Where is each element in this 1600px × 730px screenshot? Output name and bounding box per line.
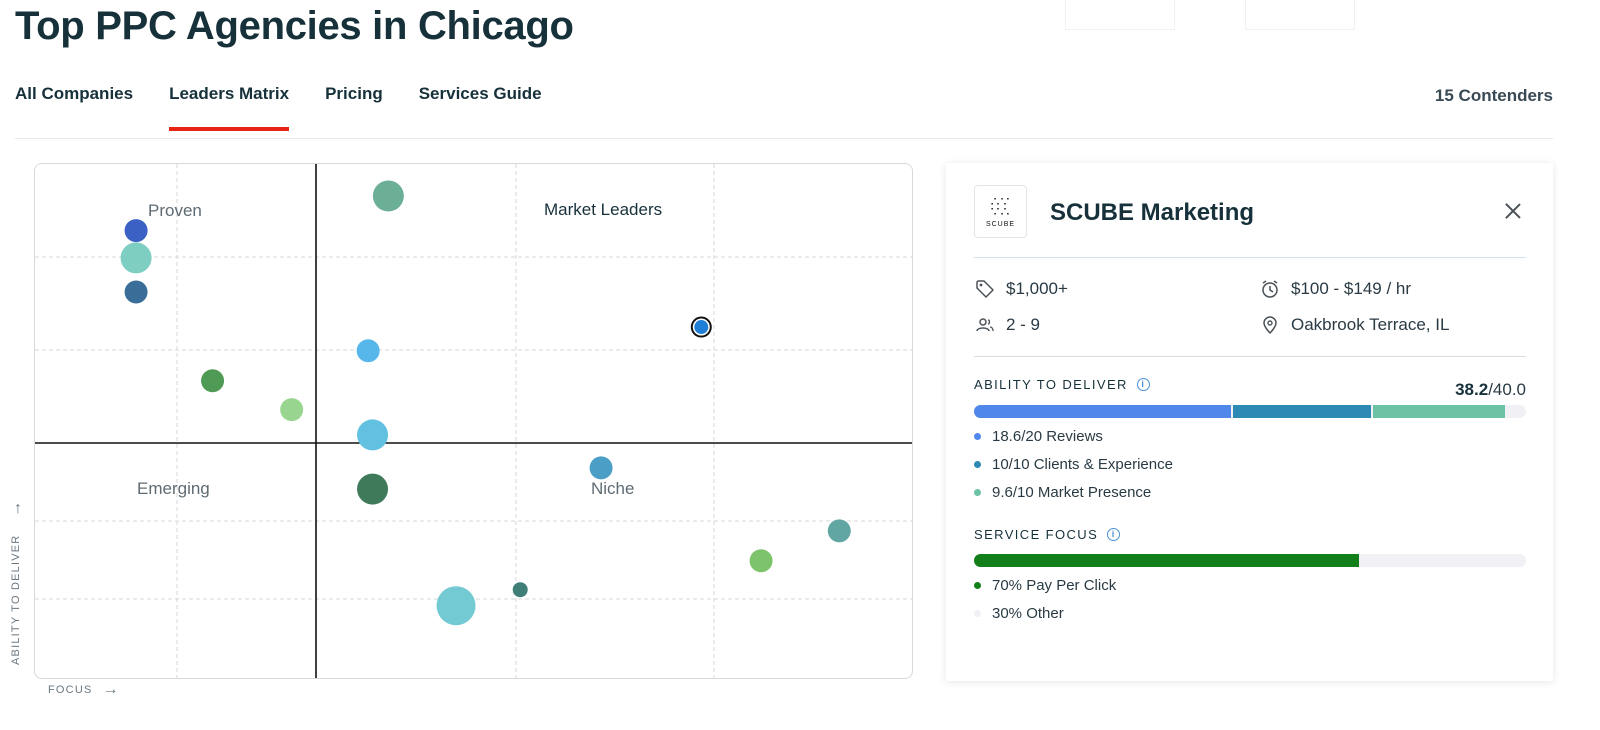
company-logo: ∴∵ ∵∴ SCUBE bbox=[974, 185, 1027, 238]
info-icon[interactable]: i bbox=[1107, 528, 1121, 541]
tab-all-companies[interactable]: All Companies bbox=[15, 84, 134, 103]
quadrant-label-market-leaders: Market Leaders bbox=[544, 200, 663, 219]
company-bubble-selected[interactable] bbox=[694, 320, 709, 335]
close-icon[interactable] bbox=[1503, 201, 1523, 221]
quadrant-label-emerging: Emerging bbox=[137, 479, 210, 498]
legend-label: 10/10 Clients & Experience bbox=[992, 456, 1173, 473]
x-axis-label: FOCUS bbox=[48, 684, 93, 696]
tag-icon bbox=[976, 280, 994, 298]
ability-to-deliver-heading: ABILITY TO DELIVER i bbox=[974, 377, 1150, 392]
ability-legend-item: 9.6/10 Market Presence bbox=[974, 484, 1151, 501]
matrix-bubbles bbox=[120, 180, 851, 626]
divider bbox=[974, 356, 1526, 357]
legend-label: 9.6/10 Market Presence bbox=[992, 484, 1152, 501]
company-bubble[interactable] bbox=[124, 219, 148, 243]
logo-mark-icon: ∴∵ ∵∴ bbox=[990, 192, 1011, 219]
ability-score-max: /40.0 bbox=[1488, 380, 1526, 399]
company-bubble[interactable] bbox=[357, 419, 389, 451]
company-bubble[interactable] bbox=[512, 582, 528, 598]
company-bubble[interactable] bbox=[201, 369, 225, 393]
ability-score-value: 38.2 bbox=[1455, 380, 1489, 399]
legend-label: 70% Pay Per Click bbox=[992, 577, 1117, 594]
map-pin-icon bbox=[1263, 316, 1277, 335]
employees-value: 2 - 9 bbox=[1006, 315, 1041, 334]
legend-dot bbox=[974, 489, 981, 496]
company-bubble[interactable] bbox=[280, 398, 304, 422]
service-focus-label: SERVICE FOCUS bbox=[974, 527, 1099, 542]
legend-label: 18.6/20 Reviews bbox=[992, 428, 1103, 445]
legend-dot bbox=[974, 433, 981, 440]
ability-legend-item: 10/10 Clients & Experience bbox=[974, 456, 1173, 473]
tab-services-guide[interactable]: Services Guide bbox=[418, 84, 542, 103]
legend-dot bbox=[974, 610, 981, 617]
bar-segment bbox=[1372, 405, 1506, 418]
info-icon[interactable]: i bbox=[1136, 378, 1150, 391]
users-icon bbox=[976, 318, 994, 332]
company-bubble[interactable] bbox=[356, 339, 380, 363]
tab-bar: All Companies Leaders Matrix Pricing Ser… bbox=[15, 84, 578, 131]
logo-text: SCUBE bbox=[985, 220, 1016, 228]
company-bubble[interactable] bbox=[372, 180, 404, 212]
company-bubble[interactable] bbox=[120, 242, 152, 274]
company-detail-panel: ∴∵ ∵∴ SCUBE SCUBE Marketing $1,000+ $100 … bbox=[946, 163, 1553, 681]
location: Oakbrook Terrace, IL bbox=[1260, 315, 1449, 335]
clock-icon bbox=[1262, 280, 1278, 298]
arrow-up-icon: ↑ bbox=[14, 500, 22, 517]
min-project-value: $1,000+ bbox=[1006, 279, 1068, 298]
service-focus-legend-item: 70% Pay Per Click bbox=[974, 577, 1116, 594]
ability-legend-item: 18.6/20 Reviews bbox=[974, 428, 1103, 445]
leaders-matrix: Proven Market Leaders Emerging Niche bbox=[34, 163, 913, 679]
company-bubble[interactable] bbox=[827, 519, 851, 543]
ability-progress-bar bbox=[974, 405, 1526, 418]
quadrant-label-proven: Proven bbox=[148, 201, 202, 220]
employees: 2 - 9 bbox=[975, 315, 1040, 335]
hourly-rate-value: $100 - $149 / hr bbox=[1291, 279, 1412, 298]
tab-pricing[interactable]: Pricing bbox=[325, 84, 383, 103]
bar-segment bbox=[1232, 405, 1371, 418]
legend-dot bbox=[974, 461, 981, 468]
page-title: Top PPC Agencies in Chicago bbox=[15, 4, 574, 48]
quadrant-label-niche: Niche bbox=[591, 479, 635, 498]
ability-score: 38.2/40.0 bbox=[1455, 380, 1526, 400]
arrow-right-icon: → bbox=[102, 681, 120, 698]
bar-segment bbox=[974, 554, 1359, 567]
contenders-count: 15 Contenders bbox=[1434, 86, 1553, 105]
min-project-size: $1,000+ bbox=[975, 279, 1068, 299]
service-focus-legend-item: 30% Other bbox=[974, 605, 1064, 622]
x-axis: FOCUS → bbox=[48, 681, 120, 699]
company-bubble[interactable] bbox=[749, 549, 773, 573]
y-axis-label: ABILITY TO DELIVER bbox=[10, 534, 22, 665]
company-bubble[interactable] bbox=[436, 586, 476, 626]
location-value: Oakbrook Terrace, IL bbox=[1291, 315, 1450, 334]
tab-leaders-matrix[interactable]: Leaders Matrix bbox=[169, 84, 290, 131]
ability-label: ABILITY TO DELIVER bbox=[974, 377, 1128, 392]
service-focus-bar bbox=[974, 554, 1526, 567]
tabs-divider bbox=[15, 138, 1553, 139]
company-name[interactable]: SCUBE Marketing bbox=[1050, 199, 1255, 226]
divider bbox=[974, 257, 1526, 258]
legend-label: 30% Other bbox=[992, 605, 1064, 622]
legend-dot bbox=[974, 582, 981, 589]
hourly-rate: $100 - $149 / hr bbox=[1260, 279, 1411, 299]
bar-segment bbox=[974, 405, 1231, 418]
company-bubble[interactable] bbox=[124, 280, 148, 304]
matrix-plot bbox=[35, 164, 912, 678]
y-axis: ↑ ABILITY TO DELIVER bbox=[5, 500, 35, 665]
company-bubble[interactable] bbox=[357, 473, 389, 505]
service-focus-heading: SERVICE FOCUS i bbox=[974, 527, 1121, 542]
bar-segment bbox=[1361, 554, 1526, 567]
company-bubble[interactable] bbox=[589, 456, 613, 480]
